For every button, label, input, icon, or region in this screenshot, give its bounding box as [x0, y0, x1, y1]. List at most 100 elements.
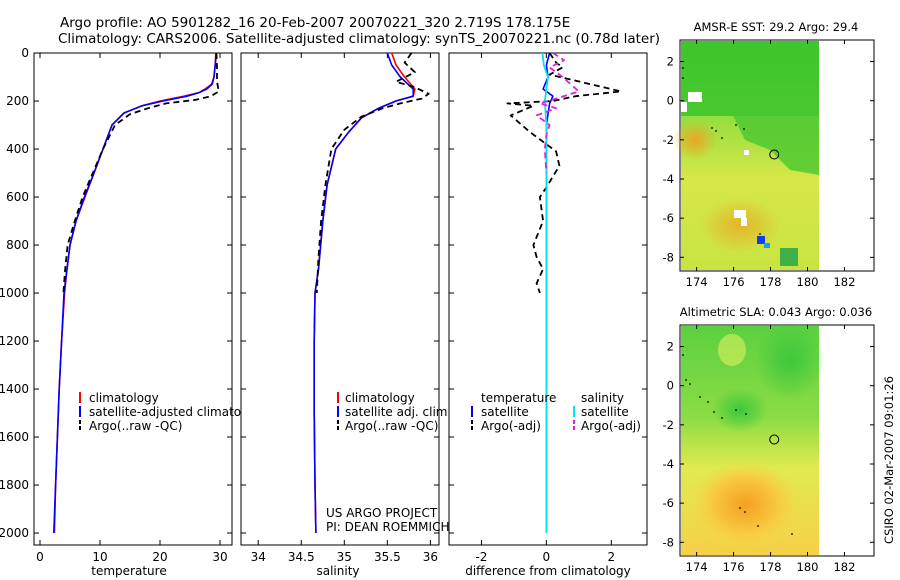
islet [715, 130, 717, 132]
sst-cold-pixel-1 [757, 236, 765, 244]
sst-field-north-green [681, 41, 819, 116]
map-y-tick-label: 0 [667, 379, 674, 393]
difference-x-ticks: -2 0 2 [475, 53, 615, 564]
legend-label-temperature-satellite: satellite [481, 405, 529, 419]
x-tick-label: 34.5 [288, 550, 315, 564]
islet [744, 511, 746, 513]
sla-heatmap [681, 320, 825, 555]
salinity-lines [313, 53, 430, 534]
x-tick-label: 35 [337, 550, 352, 564]
x-tick-label: 34 [251, 550, 266, 564]
difference-xlabel: difference from climatology [465, 564, 631, 578]
y-tick-label: 400 [6, 142, 29, 156]
series-line-argo-raw-qc- [315, 53, 430, 294]
sst-cold-pixel-2 [764, 243, 770, 248]
sla-map-ticks: 174 176 178 180 182 2 0 -2 -4 -6 -8 [663, 325, 874, 574]
map-y-tick-label: -8 [663, 250, 674, 264]
sst-missing-2 [681, 102, 687, 112]
map-x-tick-label: 176 [723, 275, 745, 289]
islet [707, 401, 709, 403]
sst-green-pixels-se [780, 248, 798, 266]
x-tick-label: 30 [212, 550, 227, 564]
map-x-tick-label: 180 [797, 560, 819, 574]
temperature-y-ticks: 0 200 400 600 800 1000 1200 1400 1600 1800 2000 [0, 46, 232, 540]
map-x-tick-label: 174 [686, 275, 708, 289]
map-y-tick-label: 2 [667, 55, 674, 69]
project-label: US ARGO PROJECT [326, 506, 438, 520]
sla-float-marker [769, 434, 780, 445]
islet [689, 383, 691, 385]
csiro-credit: CSIRO 02-Mar-2007 09:01:26 [882, 376, 896, 544]
map-y-tick-label: -2 [663, 418, 674, 432]
figure-title-line1: Argo profile: AO 5901282_16 20-Feb-2007 … [60, 15, 570, 31]
y-tick-label: 200 [6, 94, 29, 108]
y-tick-label: 1600 [0, 430, 29, 444]
x-tick-label: 0 [543, 550, 551, 564]
sst-field-green-tongue [730, 110, 819, 175]
legend-label-temperature-argo: Argo(-adj) [481, 419, 541, 433]
salinity-x-ticks: 34 34.5 35 35.5 36 [251, 53, 438, 564]
islet [791, 533, 793, 535]
salinity-axes-box [240, 52, 440, 546]
series-line-salinity-satellite [541, 53, 549, 533]
salinity-panel: 34 34.5 35 35.5 36 salinity climatology sate… [240, 52, 451, 578]
sst-missing-1 [688, 92, 702, 102]
y-tick-label: 0 [21, 46, 29, 60]
map-y-tick-label: 0 [667, 94, 674, 108]
map-x-tick-label: 180 [797, 275, 819, 289]
islet [735, 409, 737, 411]
legend-label-climatology: climatology [89, 391, 159, 405]
sla-green-eddy-north [755, 320, 825, 400]
islet [713, 411, 715, 413]
map-y-tick-label: -4 [663, 172, 674, 186]
legend-label-satellite-adjusted: satellite-adjusted climatology [89, 405, 267, 419]
x-tick-label: 10 [92, 550, 107, 564]
islet [759, 233, 761, 235]
figure-title-line2: Climatology: CARS2006. Satellite-adjuste… [58, 31, 660, 47]
legend-label-argo: Argo(..raw -QC) [345, 419, 438, 433]
map-y-tick-label: 2 [667, 340, 674, 354]
salinity-y-ticks [241, 52, 439, 534]
y-tick-label: 1000 [0, 286, 29, 300]
series-line-temperature-argo-adj- [506, 53, 622, 294]
map-x-tick-label: 174 [686, 560, 708, 574]
temperature-legend: climatology satellite-adjusted climatolo… [79, 391, 267, 433]
x-tick-label: -2 [475, 550, 487, 564]
sst-missing-3 [734, 210, 746, 218]
x-tick-label: 36 [423, 550, 438, 564]
temperature-axes-box [33, 52, 233, 546]
islet [743, 128, 745, 130]
series-line-argo-raw-qc- [62, 53, 220, 294]
difference-axes-box [448, 52, 648, 546]
x-tick-label: 20 [152, 550, 167, 564]
difference-lines [506, 53, 622, 533]
pi-label: PI: DEAN ROEMMICH [326, 520, 449, 534]
x-tick-label: 2 [607, 550, 615, 564]
y-tick-label: 800 [6, 238, 29, 252]
legend-label-salinity-argo: Argo(-adj) [581, 419, 641, 433]
temperature-x-ticks: 0 10 20 30 [36, 53, 228, 564]
islet [682, 67, 684, 69]
islet [739, 507, 741, 509]
sst-missing-5 [744, 150, 749, 155]
salinity-xlabel: salinity [316, 564, 359, 578]
sla-coastline-dots [682, 354, 793, 535]
difference-panel: -2 0 2 difference from climatology tempera… [448, 52, 648, 578]
legend-title-salinity: salinity [581, 391, 624, 405]
map-x-tick-label: 178 [760, 275, 782, 289]
islet [682, 77, 684, 79]
islet [721, 137, 723, 139]
legend-label-salinity-satellite: satellite [581, 405, 629, 419]
legend-label-argo: Argo(..raw -QC) [89, 419, 182, 433]
islet [685, 379, 687, 381]
series-line-salinity-argo-adj- [535, 53, 580, 174]
salinity-legend: climatology satellite adj. clim. Argo(..… [337, 391, 451, 433]
sst-missing-4 [741, 218, 747, 226]
map-x-tick-label: 182 [833, 275, 855, 289]
sst-float-marker [769, 149, 780, 160]
sla-map-panel: Altimetric SLA: 0.043 Argo: 0.036 174 176… [663, 305, 875, 574]
temperature-lines [53, 53, 220, 534]
y-tick-label: 1400 [0, 382, 29, 396]
sst-map-title: AMSR-E SST: 29.2 Argo: 29.4 [694, 20, 859, 34]
